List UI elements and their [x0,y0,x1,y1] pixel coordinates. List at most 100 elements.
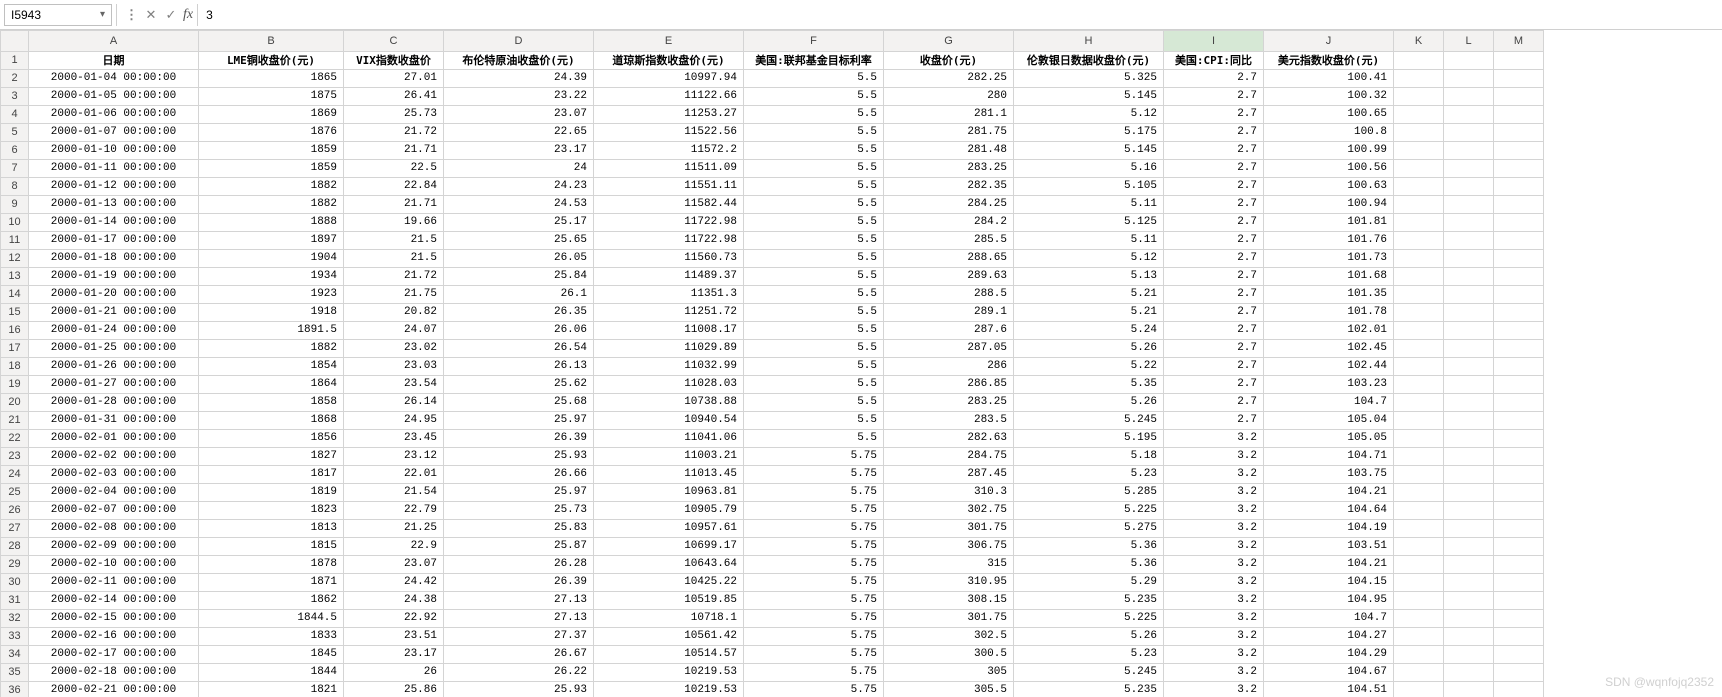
cell[interactable]: 2000-01-13 00:00:00 [29,196,199,214]
cell[interactable]: 103.75 [1264,466,1394,484]
cell[interactable]: 2000-01-05 00:00:00 [29,88,199,106]
cell[interactable]: 5.5 [744,340,884,358]
cell[interactable] [1494,178,1544,196]
cell[interactable]: 3.2 [1164,538,1264,556]
cell[interactable]: 5.75 [744,610,884,628]
formula-input[interactable] [197,4,1718,26]
cell[interactable]: 1882 [199,340,344,358]
cell[interactable] [1494,268,1544,286]
cell[interactable]: 2.7 [1164,268,1264,286]
cell[interactable] [1444,286,1494,304]
cell[interactable]: 23.02 [344,340,444,358]
cell[interactable]: 5.285 [1014,484,1164,502]
cell[interactable]: 5.22 [1014,358,1164,376]
header-cell[interactable]: VIX指数收盘价 [344,52,444,70]
cell[interactable] [1494,448,1544,466]
cell[interactable]: 2000-01-21 00:00:00 [29,304,199,322]
cell[interactable]: 11008.17 [594,322,744,340]
cell[interactable]: 302.5 [884,628,1014,646]
cell[interactable]: 25.68 [444,394,594,412]
cell[interactable]: 1844 [199,664,344,682]
cell[interactable]: 101.68 [1264,268,1394,286]
row-header[interactable]: 34 [1,646,29,664]
cell[interactable] [1494,538,1544,556]
cell[interactable]: 5.23 [1014,466,1164,484]
cell[interactable]: 5.5 [744,178,884,196]
cell[interactable] [1444,124,1494,142]
cell[interactable]: 5.5 [744,286,884,304]
column-header-L[interactable]: L [1444,31,1494,52]
cell[interactable]: 2000-02-08 00:00:00 [29,520,199,538]
cell[interactable] [1394,322,1444,340]
cell[interactable]: 2.7 [1164,178,1264,196]
cell[interactable]: 11582.44 [594,196,744,214]
cell[interactable]: 1858 [199,394,344,412]
cell[interactable]: 5.75 [744,502,884,520]
cell[interactable]: 5.13 [1014,268,1164,286]
cell[interactable]: 2.7 [1164,232,1264,250]
cell[interactable] [1394,502,1444,520]
cell[interactable] [1444,574,1494,592]
cell[interactable]: 2000-02-18 00:00:00 [29,664,199,682]
cell[interactable]: 1859 [199,160,344,178]
cell[interactable]: 3.2 [1164,610,1264,628]
cell[interactable] [1394,646,1444,664]
cell[interactable]: 100.56 [1264,160,1394,178]
cell[interactable]: 3.2 [1164,520,1264,538]
cell[interactable]: 5.275 [1014,520,1164,538]
cell[interactable] [1444,304,1494,322]
cell[interactable]: 11560.73 [594,250,744,268]
cell[interactable]: 5.26 [1014,340,1164,358]
cell[interactable] [1394,304,1444,322]
cell[interactable]: 2000-02-16 00:00:00 [29,628,199,646]
cell[interactable] [1444,142,1494,160]
cell[interactable]: 11722.98 [594,214,744,232]
cell[interactable] [1494,682,1544,697]
cell[interactable]: 10957.61 [594,520,744,538]
cell[interactable] [1394,358,1444,376]
cell[interactable]: 287.45 [884,466,1014,484]
cell[interactable] [1444,178,1494,196]
cell[interactable] [1394,412,1444,430]
cell[interactable]: 100.41 [1264,70,1394,88]
cell[interactable]: 315 [884,556,1014,574]
row-header[interactable]: 4 [1,106,29,124]
cell[interactable]: 2.7 [1164,286,1264,304]
cell[interactable]: 2000-02-07 00:00:00 [29,502,199,520]
header-cell[interactable] [1494,52,1544,70]
cell[interactable]: 102.45 [1264,340,1394,358]
cell[interactable]: 1869 [199,106,344,124]
cell[interactable]: 2000-01-10 00:00:00 [29,142,199,160]
cell[interactable]: 23.22 [444,88,594,106]
cell[interactable]: 2000-02-10 00:00:00 [29,556,199,574]
cell[interactable] [1444,106,1494,124]
cell[interactable]: 2.7 [1164,340,1264,358]
cell[interactable]: 104.71 [1264,448,1394,466]
row-header[interactable]: 13 [1,268,29,286]
cell[interactable]: 21.71 [344,196,444,214]
cell[interactable]: 1888 [199,214,344,232]
cell[interactable]: 23.03 [344,358,444,376]
cell[interactable]: 104.7 [1264,394,1394,412]
cell[interactable] [1494,304,1544,322]
cell[interactable] [1444,466,1494,484]
cell[interactable]: 100.65 [1264,106,1394,124]
cell[interactable]: 5.5 [744,304,884,322]
cell[interactable]: 2000-01-26 00:00:00 [29,358,199,376]
cell[interactable]: 26.06 [444,322,594,340]
cell[interactable]: 26.35 [444,304,594,322]
column-header-M[interactable]: M [1494,31,1544,52]
column-header-A[interactable]: A [29,31,199,52]
cell[interactable] [1444,160,1494,178]
cell[interactable]: 11489.37 [594,268,744,286]
cell[interactable]: 10219.53 [594,682,744,697]
cell[interactable]: 5.26 [1014,394,1164,412]
cell[interactable]: 27.01 [344,70,444,88]
cell[interactable]: 1868 [199,412,344,430]
cell[interactable]: 301.75 [884,610,1014,628]
cell[interactable] [1494,664,1544,682]
cell[interactable]: 22.65 [444,124,594,142]
cell[interactable]: 104.95 [1264,592,1394,610]
cell[interactable] [1494,322,1544,340]
cell[interactable]: 23.17 [344,646,444,664]
